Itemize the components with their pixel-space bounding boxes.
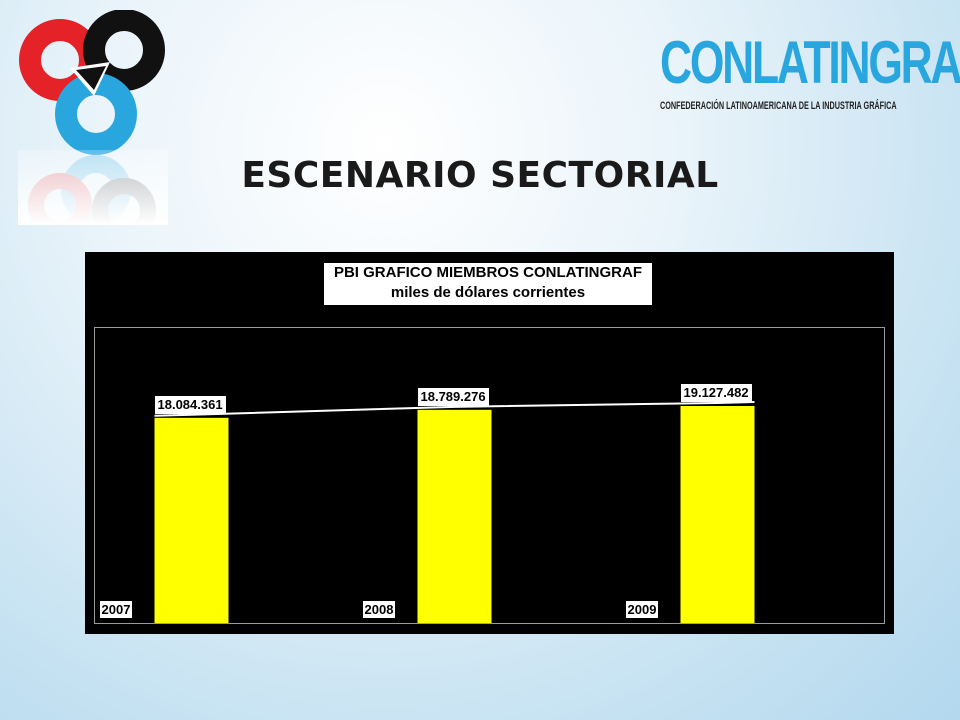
chart-title: PBI GRAFICO MIEMBROS CONLATINGRAF bbox=[333, 264, 643, 281]
category-label-2007: 2007 bbox=[99, 601, 133, 618]
brand-name: CONLATINGRAF bbox=[660, 29, 960, 96]
bar-2007 bbox=[154, 417, 229, 623]
data-label-2009: 19.127.482 bbox=[680, 383, 752, 402]
bar-2008 bbox=[417, 409, 492, 623]
conlatingraf-rings-logo bbox=[18, 10, 168, 225]
plot-area: 18.084.361 2007 18.789.276 2008 19.127.482 20… bbox=[94, 327, 885, 624]
brand-subtitle: CONFEDERACIÓN LATINOAMERICANA DE LA INDU… bbox=[660, 100, 897, 112]
chart-subtitle: miles de dólares corrientes bbox=[390, 284, 586, 301]
chart-panel: PBI GRAFICO MIEMBROS CONLATINGRAF miles … bbox=[85, 252, 894, 634]
trend-line bbox=[154, 400, 755, 417]
data-label-2007: 18.084.361 bbox=[154, 395, 226, 414]
bar-chart bbox=[154, 400, 755, 623]
category-label-2009: 2009 bbox=[625, 601, 659, 618]
chart-title-box: PBI GRAFICO MIEMBROS CONLATINGRAF miles … bbox=[324, 263, 652, 305]
category-label-2008: 2008 bbox=[362, 601, 396, 618]
data-label-2008: 18.789.276 bbox=[417, 387, 489, 406]
logo-rings bbox=[19, 10, 165, 155]
bar-2009 bbox=[680, 405, 755, 623]
brand-wordmark: CONLATINGRAF CONFEDERACIÓN LATINOAMERICA… bbox=[660, 29, 960, 113]
page-title: ESCENARIO SECTORIAL bbox=[241, 155, 719, 196]
